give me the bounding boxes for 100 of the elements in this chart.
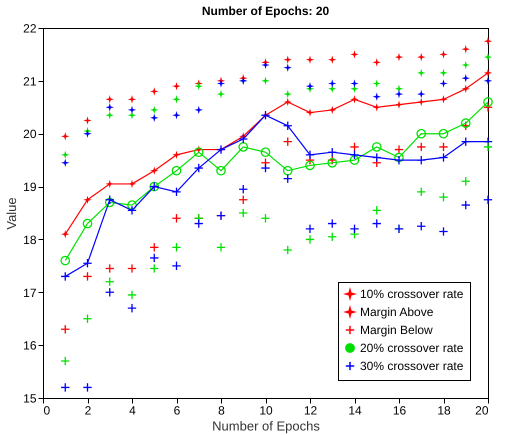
point	[172, 213, 182, 224]
y-tick-label: 20	[23, 127, 37, 142]
point	[372, 103, 381, 112]
point	[350, 50, 359, 59]
point	[128, 106, 136, 114]
point	[261, 60, 270, 70]
point	[305, 224, 315, 234]
point	[260, 163, 270, 173]
point	[483, 97, 493, 107]
point	[238, 184, 248, 194]
legend-label: Margin Below	[360, 323, 434, 337]
point	[282, 120, 293, 131]
point	[83, 196, 92, 204]
point	[350, 224, 360, 234]
point	[350, 79, 359, 88]
point	[104, 198, 115, 208]
point	[483, 194, 493, 205]
point	[238, 208, 248, 218]
point	[261, 76, 270, 86]
point	[350, 95, 359, 104]
point	[484, 37, 492, 46]
y-tick-label: 18	[23, 232, 37, 247]
legend-label: Margin Above	[360, 305, 434, 319]
point	[306, 82, 314, 90]
point	[438, 226, 448, 236]
point	[416, 142, 426, 152]
point	[61, 158, 70, 167]
point	[438, 152, 448, 162]
point	[172, 150, 181, 160]
point	[61, 150, 70, 160]
point	[282, 174, 293, 184]
point	[104, 287, 115, 298]
point	[438, 192, 448, 202]
point	[484, 68, 492, 78]
point	[150, 114, 158, 122]
point	[194, 82, 203, 90]
chart-title: Number of Epochs: 20	[202, 4, 330, 18]
point	[305, 234, 315, 244]
point	[350, 142, 360, 152]
point	[394, 152, 404, 162]
point	[484, 52, 492, 62]
point	[238, 134, 248, 144]
y-tick-label: 19	[23, 180, 37, 194]
point	[460, 118, 471, 128]
point	[328, 106, 336, 114]
x-tick-label: 6	[174, 404, 181, 418]
point	[439, 68, 448, 78]
point	[328, 56, 336, 64]
point	[150, 166, 158, 175]
x-tick-label: 4	[129, 404, 136, 418]
point	[328, 79, 336, 88]
point	[82, 314, 92, 324]
point	[106, 95, 114, 104]
point	[172, 261, 182, 271]
point	[127, 303, 137, 313]
point	[149, 264, 160, 274]
point	[238, 194, 248, 205]
point	[216, 242, 226, 252]
point	[462, 74, 470, 82]
point	[60, 382, 70, 392]
point	[439, 79, 448, 88]
x-tick-label: 14	[348, 404, 362, 418]
point	[394, 155, 404, 165]
y-tick-label: 17	[23, 286, 37, 300]
point	[128, 95, 136, 104]
point	[82, 218, 92, 228]
legend-label: 30% crossover rate	[360, 359, 464, 373]
y-tick-label: 16	[23, 338, 37, 353]
point	[306, 108, 314, 117]
point	[282, 136, 293, 146]
y-tick-label: 21	[23, 74, 37, 88]
point	[172, 242, 182, 252]
point	[394, 90, 404, 98]
point	[83, 130, 92, 138]
point	[305, 150, 315, 160]
point	[60, 324, 70, 334]
point	[417, 90, 426, 98]
point	[394, 52, 404, 62]
point	[260, 213, 270, 224]
point	[327, 158, 338, 168]
point	[394, 144, 404, 154]
point	[460, 136, 471, 146]
x-tick-label: 20	[475, 404, 489, 418]
point	[60, 256, 70, 266]
point	[284, 56, 292, 64]
point	[305, 160, 315, 170]
point	[194, 106, 203, 114]
point	[462, 84, 470, 93]
y-axis-title: Value	[4, 197, 20, 230]
x-tick-label: 12	[304, 404, 318, 418]
point	[327, 218, 338, 228]
point	[350, 155, 360, 165]
point	[172, 187, 182, 197]
point	[394, 100, 404, 109]
point	[282, 166, 293, 176]
point	[460, 200, 471, 210]
point	[127, 200, 137, 210]
point	[238, 142, 248, 152]
point	[172, 95, 181, 104]
point	[106, 111, 114, 120]
